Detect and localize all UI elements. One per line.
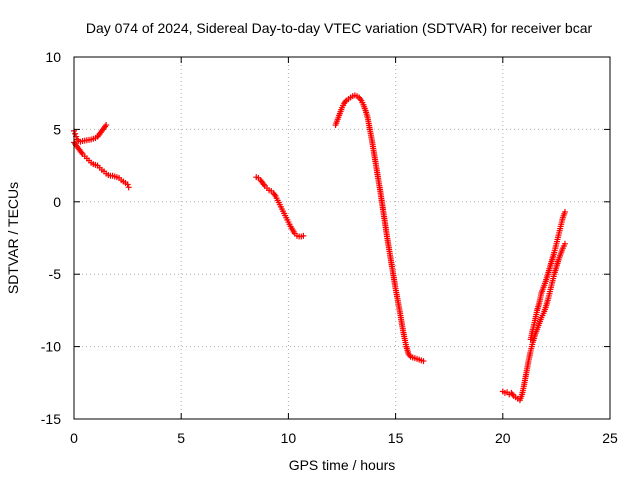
x-tick-label: 0 (70, 430, 78, 446)
data-point (561, 240, 568, 247)
y-tick-label: -15 (41, 411, 61, 427)
data-series (71, 122, 110, 145)
x-axis-label: GPS time / hours (289, 457, 396, 473)
data-point (509, 391, 516, 398)
data-point (124, 181, 131, 188)
data-point (300, 232, 307, 239)
y-tick-label: -10 (41, 339, 61, 355)
axis-ticks: 0 5 10 15 20 25 -15 -10 -5 0 5 10 (41, 49, 618, 446)
data-series (71, 139, 132, 191)
y-tick-label: 5 (53, 121, 61, 137)
data-point (561, 208, 568, 215)
grid-lines (74, 57, 610, 419)
data-points (71, 92, 568, 404)
chart-title: Day 074 of 2024, Sidereal Day-to-day VTE… (86, 20, 593, 36)
x-tick-label: 5 (177, 430, 185, 446)
x-tick-label: 25 (602, 430, 618, 446)
data-series (527, 208, 568, 343)
y-axis-label: SDTVAR / TECUs (5, 182, 21, 294)
y-tick-label: 0 (53, 194, 61, 210)
plot-frame (73, 56, 611, 420)
x-tick-label: 10 (281, 430, 297, 446)
data-point (420, 358, 427, 365)
x-tick-label: 15 (388, 430, 404, 446)
y-tick-label: -5 (49, 266, 62, 282)
data-point (72, 130, 79, 137)
data-series (253, 174, 307, 240)
y-tick-label: 10 (45, 49, 61, 65)
data-series (332, 92, 427, 365)
data-point (125, 184, 132, 191)
data-point (103, 122, 110, 129)
x-tick-label: 20 (495, 430, 511, 446)
